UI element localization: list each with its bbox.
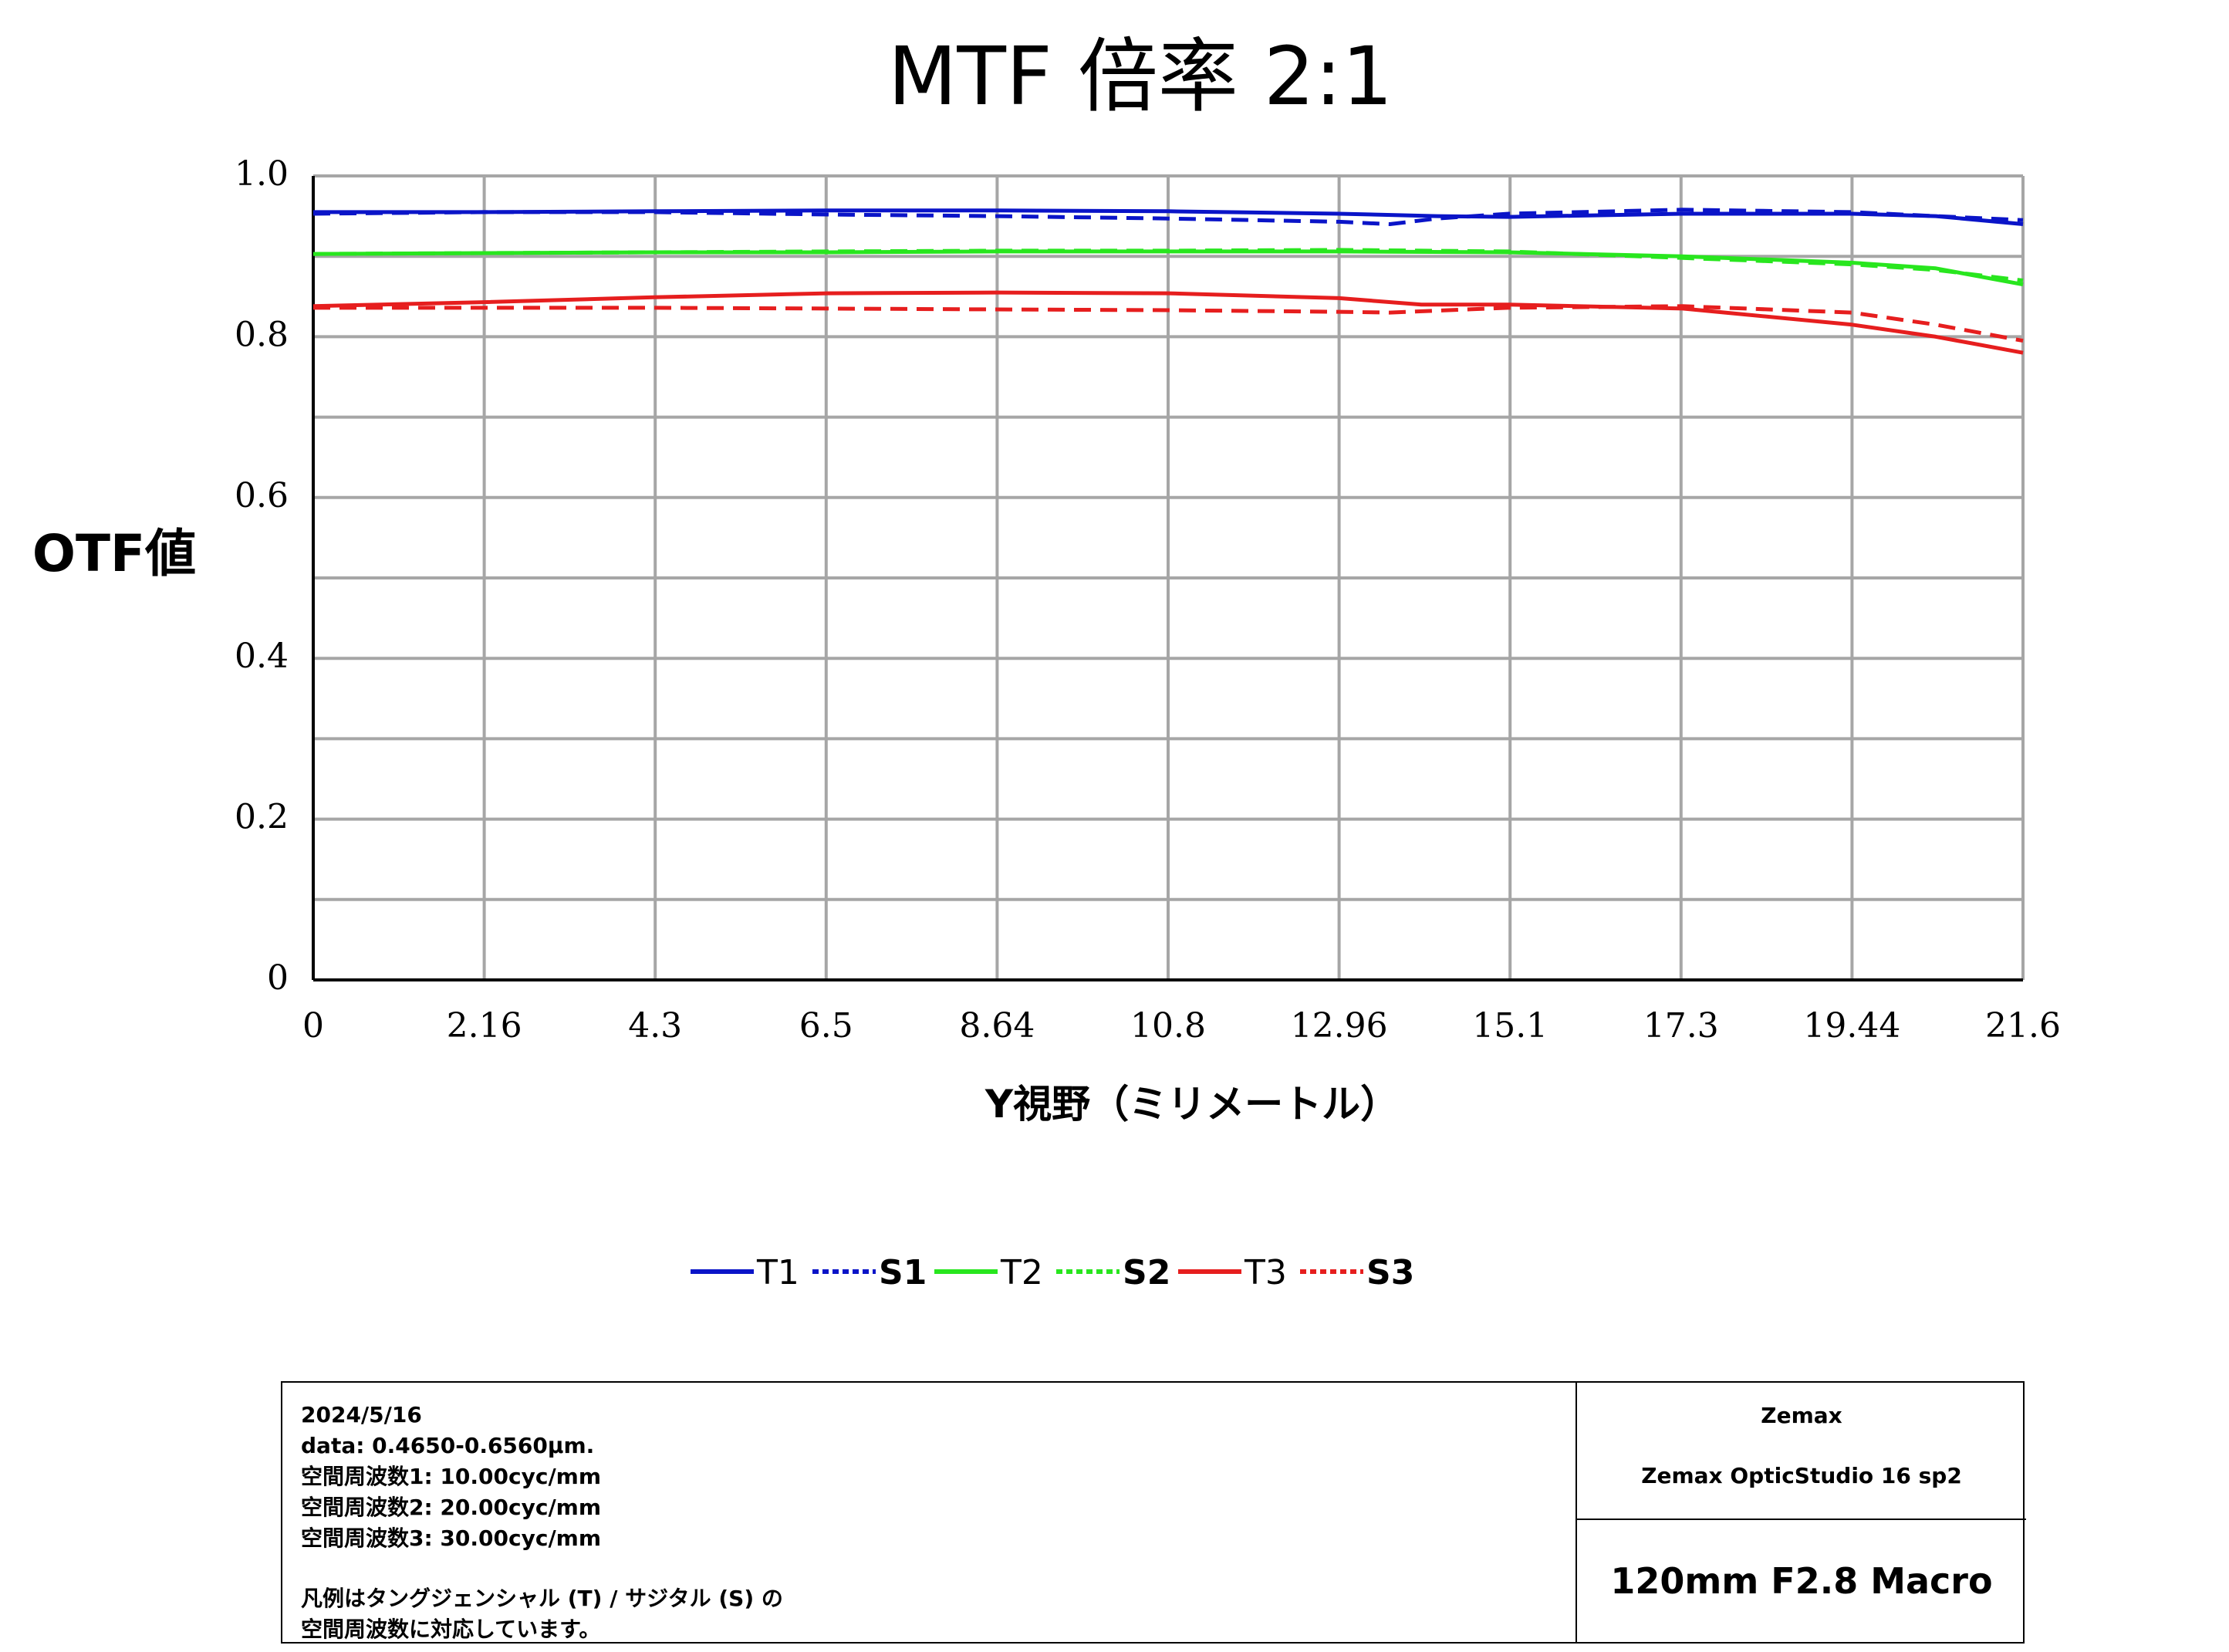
legend-label-t2: T2 bbox=[1000, 1253, 1043, 1292]
legend-label-t3: T3 bbox=[1244, 1253, 1287, 1292]
info-software: Zemax Zemax OpticStudio 16 sp2 120mm F2.… bbox=[1577, 1383, 2026, 1642]
y-axis-label: OTF値 bbox=[32, 524, 196, 583]
axes bbox=[312, 176, 2023, 981]
series-line-s3 bbox=[313, 304, 2024, 343]
x-tick-label: 19.44 bbox=[1803, 1006, 1900, 1046]
product-name: Zemax OpticStudio 16 sp2 bbox=[1641, 1463, 1962, 1488]
info-parameters: 2024/5/16 data: 0.4650-0.6560μm. 空間周波数1:… bbox=[282, 1383, 1577, 1642]
x-tick-label: 6.5 bbox=[799, 1006, 853, 1046]
info-panel: 2024/5/16 data: 0.4650-0.6560μm. 空間周波数1:… bbox=[281, 1381, 2026, 1644]
legend-label-t1: T1 bbox=[756, 1253, 799, 1292]
legend-label-s1: S1 bbox=[879, 1253, 927, 1292]
software-box: Zemax Zemax OpticStudio 16 sp2 bbox=[1577, 1383, 2026, 1520]
x-tick-label: 10.8 bbox=[1130, 1006, 1206, 1046]
legend-label-s2: S2 bbox=[1123, 1253, 1170, 1292]
series-lines bbox=[312, 208, 2024, 355]
y-tick-label: 0.6 bbox=[235, 476, 289, 515]
x-tick-labels: 0 2.16 4.3 6.5 8.64 10.8 12.96 15.1 17.3 19.44 21.… bbox=[302, 1006, 2061, 1046]
info-frequency-2: 空間周波数2: 20.00cyc/mm bbox=[301, 1495, 602, 1520]
y-tick-label: 0.2 bbox=[235, 798, 289, 837]
grid bbox=[312, 174, 2025, 981]
x-tick-label: 17.3 bbox=[1643, 1006, 1719, 1046]
legend: T1 S1 T2 S2 T3 S3 bbox=[691, 1253, 1414, 1292]
y-tick-label: 1.0 bbox=[235, 154, 289, 194]
y-tick-label: 0 bbox=[267, 958, 289, 998]
info-legend-note-2: 空間周波数に対応しています。 bbox=[301, 1617, 601, 1642]
x-axis-label: Y視野（ミリメートル） bbox=[984, 1082, 1399, 1127]
lens-name: 120mm F2.8 Macro bbox=[1610, 1560, 1993, 1602]
x-tick-label: 15.1 bbox=[1472, 1006, 1548, 1046]
x-tick-label: 12.96 bbox=[1291, 1006, 1388, 1046]
y-tick-labels: 0 0.2 0.4 0.6 0.8 1.0 bbox=[235, 154, 289, 998]
x-tick-label: 4.3 bbox=[628, 1006, 682, 1046]
info-frequency-1: 空間周波数1: 10.00cyc/mm bbox=[301, 1464, 602, 1489]
info-wavelength: data: 0.4650-0.6560μm. bbox=[301, 1433, 595, 1458]
x-tick-label: 21.6 bbox=[1985, 1006, 2061, 1046]
x-tick-label: 2.16 bbox=[447, 1006, 522, 1046]
legend-label-s3: S3 bbox=[1366, 1253, 1414, 1292]
chart-title: MTF 倍率 2:1 bbox=[888, 29, 1393, 123]
vendor-name: Zemax bbox=[1761, 1403, 1842, 1428]
info-frequency-3: 空間周波数3: 30.00cyc/mm bbox=[301, 1525, 602, 1551]
info-legend-note-1: 凡例はタングジェンシャル (T) / サジタル (S) の bbox=[301, 1586, 783, 1611]
series-line-s1 bbox=[312, 208, 2024, 226]
y-tick-label: 0.4 bbox=[235, 637, 289, 676]
series-line-s2 bbox=[312, 248, 2024, 282]
x-tick-label: 0 bbox=[302, 1006, 324, 1046]
y-tick-label: 0.8 bbox=[235, 315, 289, 354]
x-tick-label: 8.64 bbox=[959, 1006, 1035, 1046]
info-date: 2024/5/16 bbox=[301, 1402, 422, 1427]
series-line-t3 bbox=[312, 290, 2024, 355]
series-line-t1 bbox=[313, 208, 2024, 226]
